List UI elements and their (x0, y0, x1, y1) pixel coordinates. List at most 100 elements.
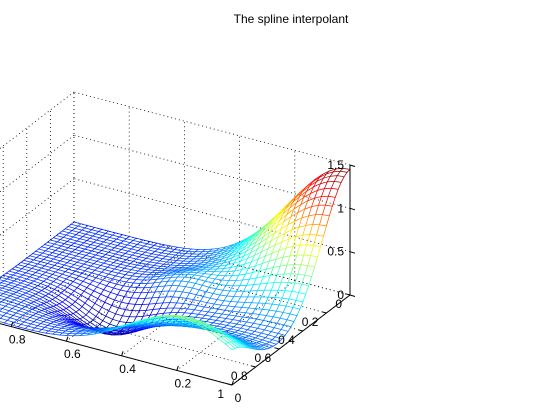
mesh-segment (69, 238, 78, 242)
mesh-segment (263, 320, 271, 323)
mesh-segment (205, 321, 214, 324)
mesh-segment (183, 258, 187, 262)
mesh-segment (88, 272, 93, 276)
mesh-segment (296, 197, 305, 203)
mesh-segment (0, 293, 4, 296)
mesh-segment (52, 235, 57, 239)
mesh-segment (121, 324, 129, 328)
mesh-segment (85, 231, 90, 235)
mesh-segment (94, 269, 103, 273)
mesh-segment (236, 341, 245, 348)
mesh-segment (92, 277, 97, 282)
mesh-segment (169, 259, 177, 261)
mesh-segment (18, 308, 23, 312)
mesh-segment (102, 315, 107, 322)
mesh-segment (104, 269, 112, 272)
mesh-segment (121, 296, 125, 303)
mesh-segment (156, 318, 165, 321)
mesh-segment (140, 268, 149, 271)
mesh-segment (61, 230, 70, 234)
mesh-segment (159, 258, 164, 262)
mesh-segment (65, 232, 70, 236)
mesh-segment (205, 286, 210, 293)
mesh-segment (61, 299, 66, 303)
mesh-segment (145, 257, 154, 261)
mesh-segment (150, 282, 155, 288)
mesh-segment (122, 277, 130, 280)
mesh-segment (312, 176, 320, 183)
mesh-segment (248, 302, 252, 309)
mesh-segment (53, 278, 57, 282)
mesh-segment (287, 220, 296, 226)
mesh-segment (246, 340, 254, 344)
mesh-segment (194, 309, 202, 312)
mesh-segment (92, 256, 101, 260)
mesh-segment (110, 264, 118, 267)
mesh-segment (256, 236, 264, 243)
mesh-segment (62, 308, 67, 311)
mesh-segment (178, 280, 182, 287)
mesh-segment (292, 195, 301, 203)
mesh-segment (63, 243, 72, 246)
mesh-segment (71, 304, 80, 310)
mesh-segment (72, 257, 81, 261)
mesh-segment (33, 257, 38, 261)
mesh-segment (58, 273, 63, 277)
mesh-segment (81, 302, 86, 307)
mesh-segment (163, 318, 172, 320)
mesh-segment (296, 195, 301, 203)
mesh-segment (268, 303, 273, 311)
mesh-segment (249, 347, 254, 350)
mesh-segment (181, 280, 189, 283)
mesh-segment (112, 278, 120, 281)
mesh-segment (148, 255, 157, 258)
mesh-segment (50, 321, 54, 324)
mesh-segment (203, 270, 208, 274)
mesh-segment (272, 310, 277, 318)
mesh-segment (69, 257, 74, 261)
mesh-segment (144, 324, 153, 326)
mesh-segment (258, 251, 262, 260)
mesh-segment (127, 297, 132, 305)
mesh-segment (108, 230, 116, 234)
mesh-segment (271, 336, 276, 341)
mesh-segment (120, 289, 128, 292)
mesh-segment (221, 279, 230, 281)
mesh-segment (152, 320, 161, 323)
mesh-segment (70, 293, 79, 299)
mesh-segment (145, 274, 150, 278)
mesh-segment (40, 259, 44, 263)
mesh-segment (208, 286, 217, 290)
mesh-segment (85, 252, 90, 256)
mesh-segment (255, 302, 259, 309)
mesh-segment (35, 293, 44, 298)
mesh-segment (189, 292, 197, 296)
mesh-segment (111, 247, 115, 251)
mesh-segment (76, 238, 81, 242)
mesh-segment (317, 246, 321, 258)
mesh-segment (220, 336, 229, 343)
mesh-segment (10, 324, 19, 328)
mesh-segment (44, 263, 48, 267)
mesh-segment (82, 280, 91, 285)
mesh-segment (269, 321, 278, 324)
mesh-segment (124, 253, 133, 256)
mesh-segment (122, 315, 130, 318)
mesh-segment (81, 229, 90, 233)
mesh-segment (60, 245, 69, 249)
mesh-segment (125, 278, 130, 283)
mesh-segment (46, 278, 54, 282)
mesh-segment (271, 339, 280, 343)
mesh-segment (129, 260, 134, 264)
mesh-segment (277, 232, 286, 238)
mesh-segment (99, 237, 107, 241)
mesh-segment (95, 231, 100, 235)
mesh-segment (34, 285, 39, 289)
mesh-segment (272, 219, 281, 226)
mesh-segment (50, 305, 54, 308)
mesh-segment (130, 297, 139, 299)
mesh-segment (42, 314, 47, 317)
mesh-segment (137, 270, 146, 273)
mesh-segment (67, 296, 76, 303)
mesh-segment (10, 282, 19, 286)
